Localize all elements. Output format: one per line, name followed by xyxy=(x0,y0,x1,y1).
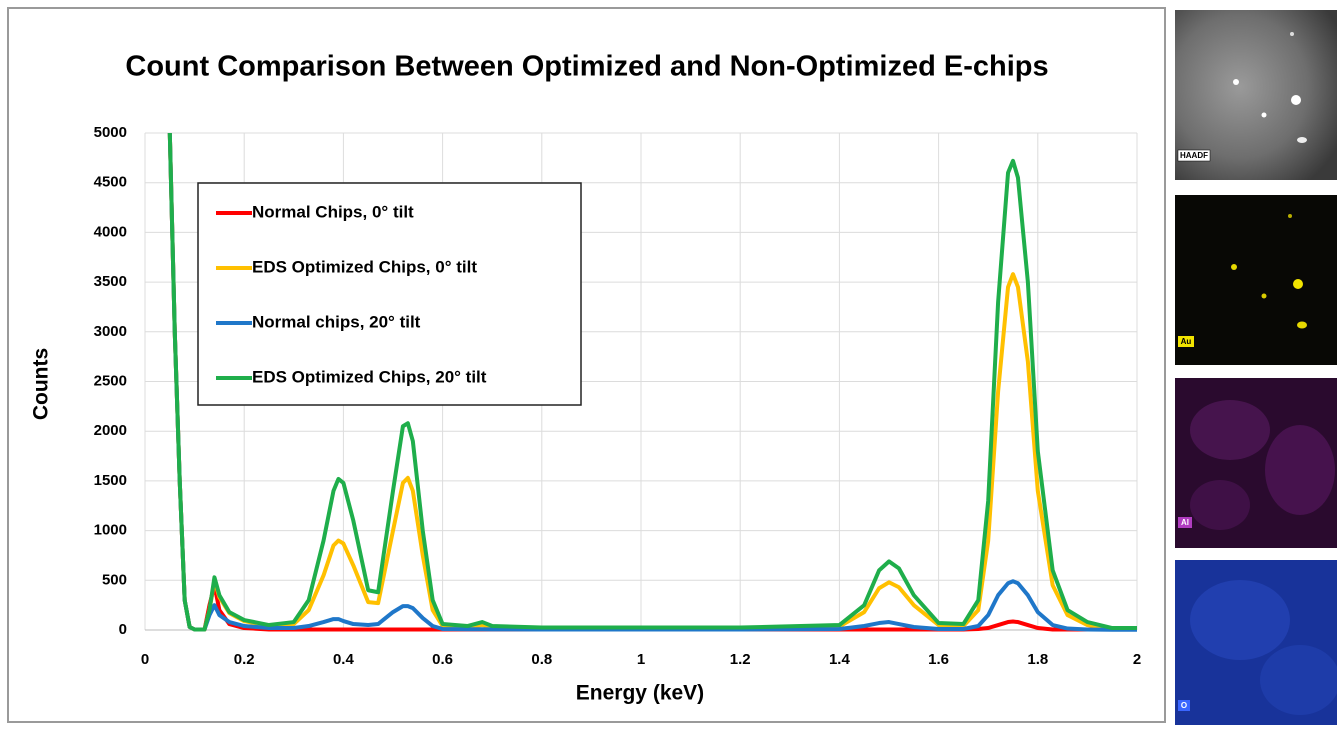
texture xyxy=(1265,425,1335,515)
label-box xyxy=(1177,149,1211,162)
texture xyxy=(1190,480,1250,530)
particle xyxy=(1290,32,1294,36)
x-tick-label: 1.8 xyxy=(1027,651,1048,668)
texture xyxy=(1190,400,1270,460)
y-tick-label: 1000 xyxy=(94,522,127,539)
particle xyxy=(1293,279,1303,289)
x-tick-label: 0.2 xyxy=(234,651,255,668)
y-tick-label: 2500 xyxy=(94,372,127,389)
y-tick-label: 4500 xyxy=(94,174,127,191)
y-tick-label: 4000 xyxy=(94,223,127,240)
particle xyxy=(1233,79,1239,85)
label-box xyxy=(1178,700,1190,711)
au-map xyxy=(1175,195,1337,365)
x-tick-label: 0.6 xyxy=(432,651,453,668)
image-label: Al xyxy=(1181,518,1189,527)
particle xyxy=(1297,137,1307,143)
label-box xyxy=(1178,517,1192,528)
series-line xyxy=(167,132,1137,632)
label-box xyxy=(1178,336,1194,347)
particle xyxy=(1261,293,1267,299)
texture xyxy=(1190,580,1290,660)
y-tick-label: 500 xyxy=(102,571,127,588)
chart-frame xyxy=(7,7,1166,723)
y-tick-label: 3000 xyxy=(94,323,127,340)
image-panel: O xyxy=(1175,560,1337,725)
y-tick-label: 5000 xyxy=(94,124,127,141)
x-axis-label: Energy (keV) xyxy=(576,682,704,705)
particle xyxy=(1231,264,1237,270)
x-tick-label: 0 xyxy=(141,651,149,668)
legend: Normal Chips, 0° tilt EDS Optimized Chips… xyxy=(197,182,582,406)
image-label: O xyxy=(1181,701,1187,710)
x-tick-label: 2 xyxy=(1133,651,1141,668)
image-label: HAADF xyxy=(1180,151,1208,160)
legend-box xyxy=(197,182,582,406)
texture xyxy=(1260,645,1337,715)
image-label: Au xyxy=(1181,337,1192,346)
image-panel: HAADF xyxy=(1175,10,1337,180)
x-tick-label: 1.2 xyxy=(730,651,751,668)
particle xyxy=(1261,112,1267,118)
image-panel: Au xyxy=(1175,195,1337,365)
image-panel: Al xyxy=(1175,378,1337,548)
y-axis-label: Counts xyxy=(30,348,53,420)
legend-label: EDS Optimized Chips, 0° tilt xyxy=(252,257,477,276)
y-tick-label: 2000 xyxy=(94,422,127,439)
x-tick-label: 1.6 xyxy=(928,651,949,668)
y-tick-label: 3500 xyxy=(94,273,127,290)
particle xyxy=(1291,95,1301,105)
x-tick-label: 1 xyxy=(637,651,645,668)
legend-label: Normal chips, 20° tilt xyxy=(252,312,421,331)
legend-label: Normal Chips, 0° tilt xyxy=(252,202,414,221)
series-line xyxy=(167,132,1137,632)
y-tick-label: 1500 xyxy=(94,472,127,489)
particle xyxy=(1297,321,1307,329)
x-tick-label: 1.4 xyxy=(829,651,851,668)
x-tick-label: 0.8 xyxy=(531,651,552,668)
chart-title: Count Comparison Between Optimized and N… xyxy=(125,51,1048,83)
particle xyxy=(1288,214,1292,218)
plot-lines xyxy=(167,132,1137,632)
image-panels: HAADF Au Al O xyxy=(1175,10,1337,725)
x-tick-label: 0.4 xyxy=(333,651,355,668)
legend-label: EDS Optimized Chips, 20° tilt xyxy=(252,367,487,386)
y-tick-label: 0 xyxy=(119,621,127,638)
